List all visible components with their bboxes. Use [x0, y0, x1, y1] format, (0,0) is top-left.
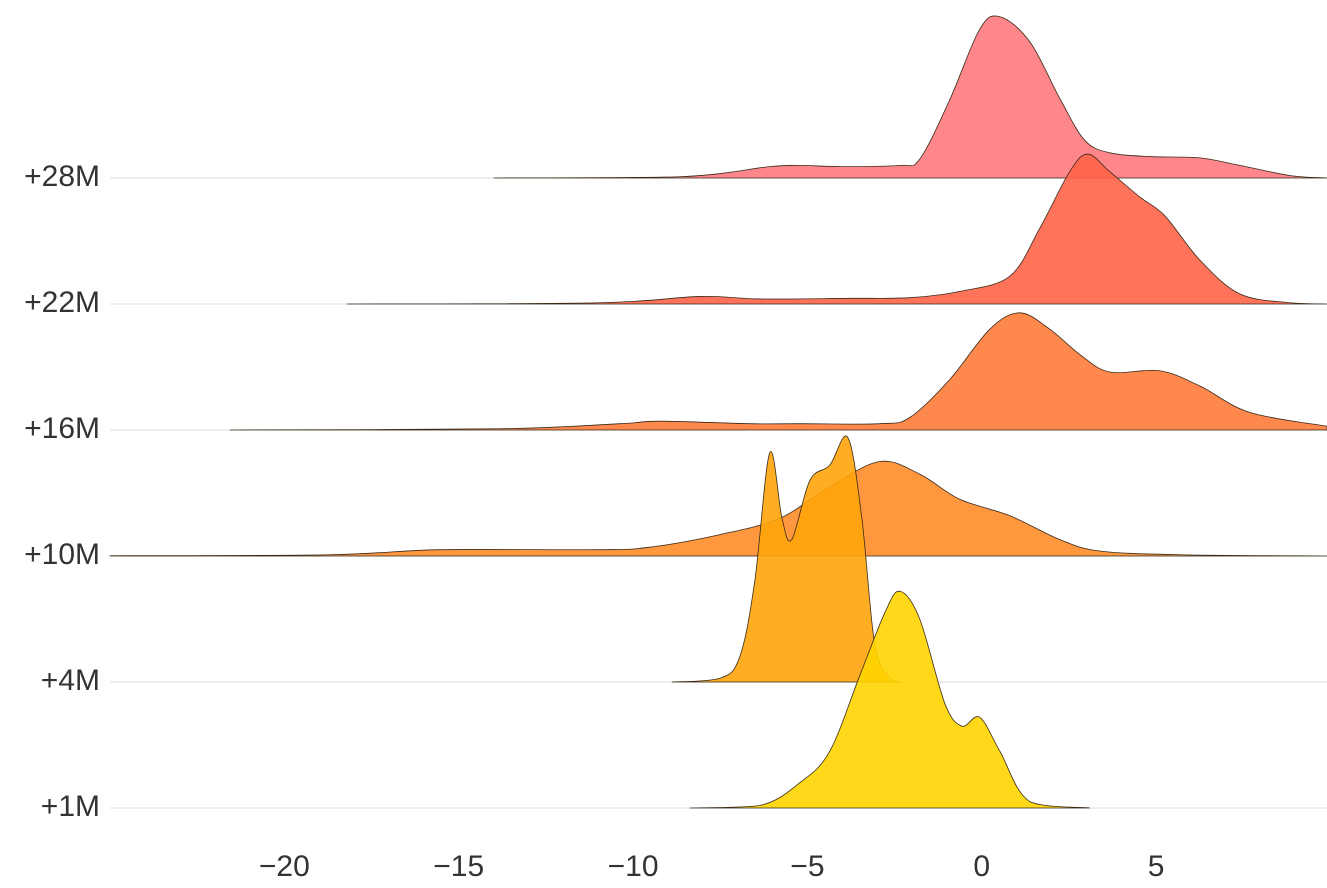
ridge-area: [347, 153, 1327, 305]
y-tick-label: +4M: [41, 664, 100, 697]
ridge-area: [229, 312, 1327, 431]
ridge-area: [671, 435, 900, 683]
y-tick-label: +10M: [24, 538, 100, 571]
ridge-area: [493, 15, 1327, 179]
y-tick-label: +22M: [24, 286, 100, 319]
x-tick-label: −5: [790, 850, 824, 883]
x-tick-label: −20: [259, 850, 310, 883]
ridge-area: [689, 590, 1090, 809]
x-tick-label: 0: [973, 850, 990, 883]
ridge-area: [109, 460, 1327, 557]
y-tick-label: +16M: [24, 412, 100, 445]
y-tick-label: +1M: [41, 790, 100, 823]
x-tick-label: −10: [608, 850, 659, 883]
x-tick-label: 5: [1148, 850, 1165, 883]
x-tick-label: −15: [433, 850, 484, 883]
y-tick-label: +28M: [24, 160, 100, 193]
